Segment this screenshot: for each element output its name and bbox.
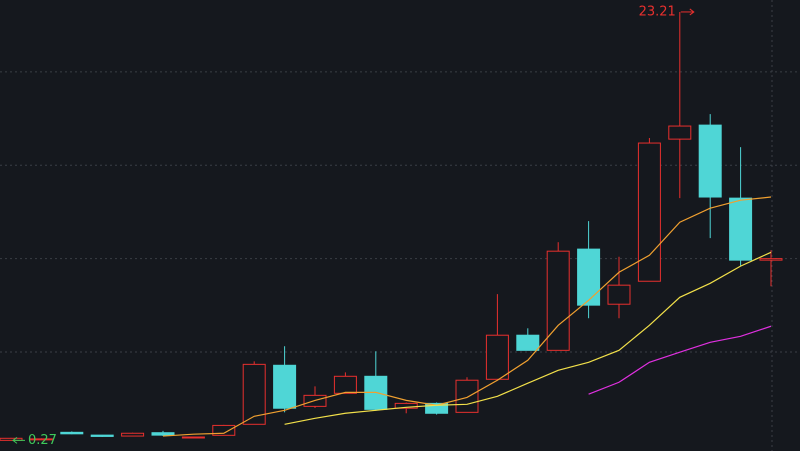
candle-body xyxy=(637,142,661,282)
candle-body xyxy=(273,364,297,409)
candle-body xyxy=(759,258,783,261)
candle-body xyxy=(394,402,418,409)
candle-body xyxy=(212,424,236,436)
candle-body xyxy=(29,438,53,441)
candle-body xyxy=(485,334,509,380)
min-arrow-head xyxy=(12,436,18,444)
candle-body xyxy=(516,334,540,351)
max-label: 23.21 xyxy=(639,4,676,19)
candle-body xyxy=(60,431,84,435)
candle-body xyxy=(90,434,114,437)
candle-body xyxy=(333,375,357,394)
candle-body xyxy=(546,250,570,351)
candle-body xyxy=(729,197,753,261)
candle-body xyxy=(607,284,631,305)
candle-body xyxy=(0,437,23,441)
candle-body xyxy=(455,379,479,413)
candle-body xyxy=(181,436,205,439)
candle-body xyxy=(242,363,266,425)
min-label: 0.27 xyxy=(28,433,57,448)
candle-body xyxy=(577,248,601,306)
candle-body xyxy=(151,432,175,436)
moving-average-line xyxy=(162,196,772,437)
max-arrow-head xyxy=(689,8,695,16)
moving-average-line xyxy=(284,251,772,425)
candle-body xyxy=(425,402,449,414)
candle-body xyxy=(668,125,692,140)
candle-body xyxy=(698,124,722,198)
moving-average-line xyxy=(588,325,772,395)
candle-body xyxy=(121,432,145,437)
